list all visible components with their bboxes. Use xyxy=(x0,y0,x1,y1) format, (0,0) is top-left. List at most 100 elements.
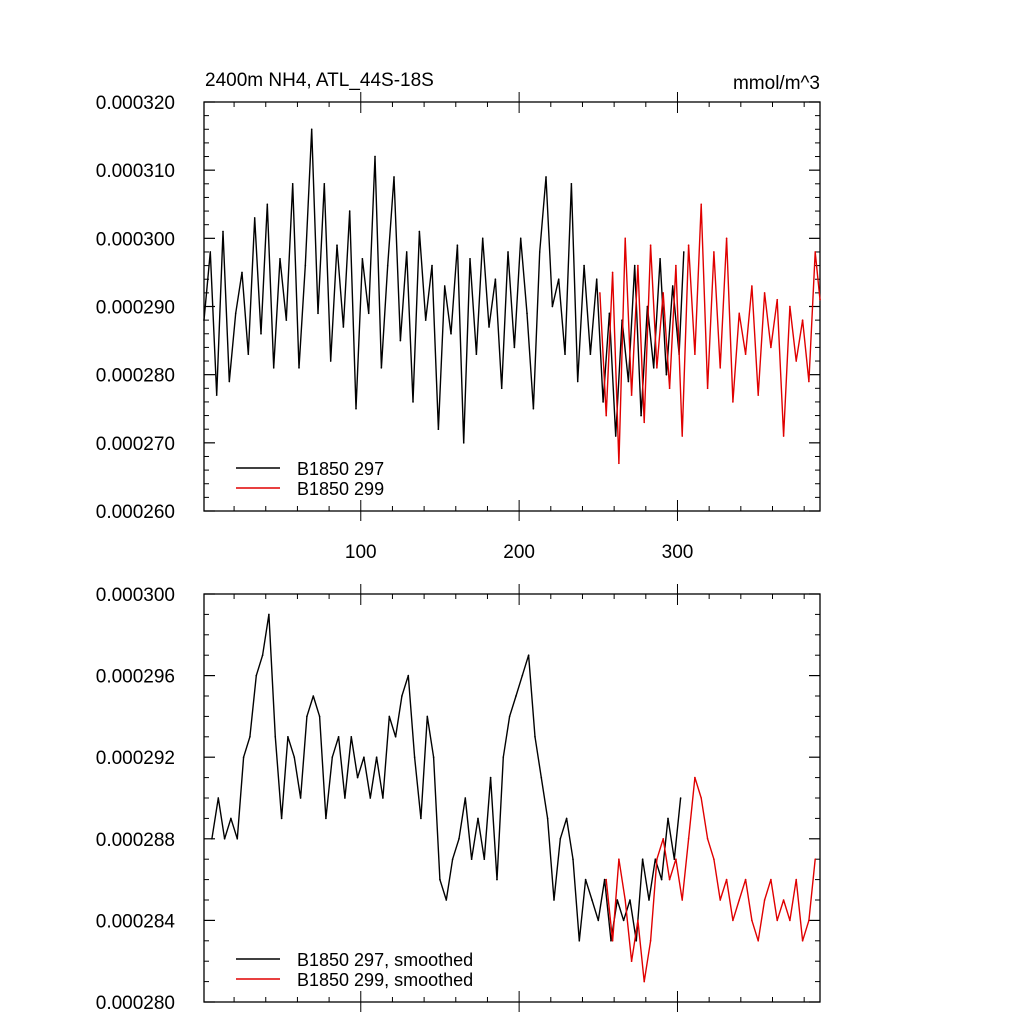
data-point xyxy=(589,353,592,356)
data-point xyxy=(228,380,231,383)
data-point xyxy=(553,899,555,901)
x-tick-label: 200 xyxy=(503,542,535,563)
data-point xyxy=(356,776,359,779)
data-point xyxy=(363,756,365,758)
data-point xyxy=(719,899,722,901)
data-point xyxy=(540,776,543,779)
data-point xyxy=(649,940,652,942)
data-point xyxy=(700,203,703,206)
data-point xyxy=(557,278,560,281)
data-point xyxy=(789,919,791,922)
y-tick-label: 0.000320 xyxy=(96,93,175,114)
data-point xyxy=(725,878,728,881)
data-point xyxy=(355,407,357,410)
data-point xyxy=(317,312,319,315)
data-point xyxy=(483,858,486,860)
data-point xyxy=(706,387,709,390)
data-point xyxy=(643,980,646,983)
data-point xyxy=(732,919,734,922)
data-point xyxy=(662,292,665,294)
data-point xyxy=(527,654,530,656)
data-point xyxy=(652,367,655,369)
data-point xyxy=(757,394,760,396)
data-point xyxy=(437,428,440,431)
data-point xyxy=(234,312,237,315)
data-point xyxy=(272,367,275,369)
data-point xyxy=(559,838,562,840)
data-point xyxy=(323,183,326,185)
data-point xyxy=(236,838,239,840)
data-point xyxy=(583,264,585,267)
data-point xyxy=(789,305,791,308)
data-point xyxy=(683,251,685,253)
top-panel: 0.000260 0.000270 0.000280 0.000290 0.000300… xyxy=(96,70,821,563)
legend-label-1: B1850 299, smoothed xyxy=(297,970,473,990)
data-point xyxy=(570,183,573,185)
data-point xyxy=(667,817,669,820)
data-point xyxy=(801,940,804,942)
data-point xyxy=(624,237,627,240)
data-point xyxy=(564,353,566,356)
series-line-0 xyxy=(211,613,682,942)
data-point xyxy=(405,251,408,253)
chart-title: 2400m NH4, ATL_44S-18S xyxy=(205,70,434,91)
data-point xyxy=(814,858,817,860)
data-point xyxy=(732,401,734,403)
y-tick-label: 0.000292 xyxy=(96,748,175,769)
data-point xyxy=(627,380,630,383)
data-point xyxy=(489,776,492,779)
data-point xyxy=(260,332,262,335)
data-point xyxy=(681,435,684,437)
data-point xyxy=(629,899,631,901)
data-point xyxy=(469,257,471,260)
data-point xyxy=(426,715,429,718)
data-point xyxy=(673,858,676,860)
data-point xyxy=(369,797,372,799)
data-point xyxy=(306,715,308,718)
data-point xyxy=(318,715,321,718)
data-point xyxy=(763,899,766,901)
data-point xyxy=(534,736,536,738)
data-point xyxy=(399,339,402,342)
data-point xyxy=(546,817,549,820)
data-point xyxy=(312,695,315,697)
y-tick-label: 0.000300 xyxy=(96,229,175,250)
data-point xyxy=(795,878,798,881)
legend-label-0: B1850 297 xyxy=(297,459,384,479)
data-point xyxy=(538,251,541,253)
data-point xyxy=(350,736,353,738)
data-point xyxy=(551,305,554,308)
data-point xyxy=(751,919,753,922)
data-point xyxy=(641,858,644,860)
data-point xyxy=(223,838,226,840)
data-point xyxy=(336,244,338,246)
data-point xyxy=(203,319,205,321)
data-point xyxy=(770,878,772,881)
data-point xyxy=(675,264,677,267)
data-point xyxy=(279,257,281,260)
data-point xyxy=(247,353,250,356)
data-point xyxy=(801,319,804,321)
data-point xyxy=(675,858,677,860)
plot-frame xyxy=(203,593,821,1003)
data-point xyxy=(420,817,422,820)
data-point xyxy=(502,756,505,758)
data-point xyxy=(215,394,218,396)
data-point xyxy=(662,838,665,840)
data-point xyxy=(456,244,459,246)
data-point xyxy=(285,319,288,321)
y-tick-label: 0.000300 xyxy=(96,585,175,606)
data-point xyxy=(361,257,364,260)
data-point xyxy=(545,176,547,178)
data-point xyxy=(679,797,682,799)
bottom-panel: 0.000280 0.000284 0.000288 0.000292 0.000296… xyxy=(96,584,821,1014)
data-point xyxy=(508,715,511,718)
data-point xyxy=(782,899,785,901)
data-point xyxy=(325,817,327,820)
data-point xyxy=(470,858,473,860)
y-tick-label: 0.000280 xyxy=(96,366,175,387)
data-point xyxy=(640,414,642,417)
data-point xyxy=(331,756,334,758)
data-point xyxy=(500,387,503,390)
data-point xyxy=(217,797,220,799)
